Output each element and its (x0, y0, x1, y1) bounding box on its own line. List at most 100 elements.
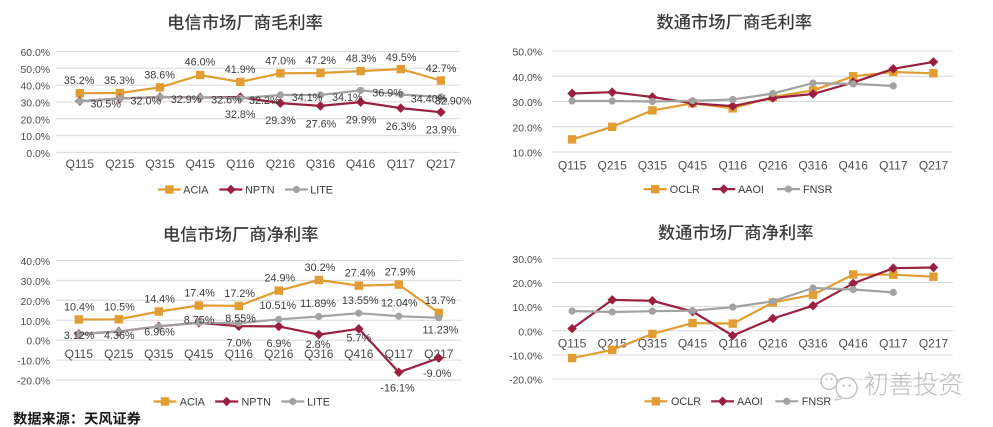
svg-text:Q216: Q216 (264, 347, 294, 361)
svg-text:Q217: Q217 (919, 159, 949, 173)
svg-text:AAOI: AAOI (738, 184, 764, 196)
svg-text:Q415: Q415 (678, 337, 708, 351)
svg-text:Q316: Q316 (306, 157, 336, 171)
svg-text:Q315: Q315 (638, 337, 668, 351)
svg-text:-16.1%: -16.1% (380, 382, 415, 394)
svg-text:47.0%: 47.0% (265, 55, 296, 67)
svg-text:10.0%: 10.0% (513, 303, 542, 314)
svg-text:LITE: LITE (310, 184, 333, 196)
svg-text:20.0%: 20.0% (513, 123, 542, 134)
svg-text:40.0%: 40.0% (513, 73, 542, 84)
svg-text:0.0%: 0.0% (518, 327, 542, 338)
svg-text:10.0%: 10.0% (21, 317, 50, 328)
svg-text:Q315: Q315 (638, 159, 668, 173)
svg-text:Q416: Q416 (344, 347, 374, 361)
svg-text:Q116: Q116 (226, 157, 255, 171)
svg-text:Q316: Q316 (798, 337, 828, 351)
svg-text:Q416: Q416 (346, 157, 376, 171)
svg-text:13.7%: 13.7% (425, 295, 456, 307)
svg-text:Q416: Q416 (839, 337, 869, 351)
svg-text:Q116: Q116 (718, 337, 747, 351)
svg-text:34.1%: 34.1% (332, 92, 363, 104)
svg-text:42.7%: 42.7% (426, 63, 457, 75)
svg-text:-10.0%: -10.0% (509, 352, 542, 363)
svg-text:5.7%: 5.7% (346, 332, 371, 344)
svg-text:Q115: Q115 (65, 347, 94, 361)
svg-text:50.0%: 50.0% (21, 65, 50, 76)
svg-text:OCLR: OCLR (671, 396, 701, 408)
svg-text:34.1%: 34.1% (292, 92, 323, 104)
svg-text:NPTN: NPTN (242, 396, 271, 408)
svg-text:20.0%: 20.0% (513, 279, 542, 290)
svg-text:Q316: Q316 (798, 159, 828, 173)
svg-text:32.6%: 32.6% (211, 94, 242, 106)
svg-text:Q115: Q115 (558, 159, 587, 173)
svg-text:3.12%: 3.12% (64, 330, 95, 342)
svg-text:Q115: Q115 (558, 337, 587, 351)
svg-text:6.96%: 6.96% (144, 327, 175, 339)
svg-text:20.0%: 20.0% (21, 297, 50, 308)
svg-text:30.0%: 30.0% (21, 99, 50, 110)
svg-text:32.0%: 32.0% (130, 95, 161, 107)
svg-text:34.40%: 34.40% (411, 94, 448, 106)
svg-text:Q117: Q117 (385, 347, 414, 361)
svg-text:38.6%: 38.6% (144, 70, 175, 82)
svg-text:8.75%: 8.75% (184, 315, 215, 327)
svg-text:Q215: Q215 (104, 347, 134, 361)
svg-text:Q415: Q415 (184, 347, 214, 361)
svg-text:Q415: Q415 (678, 159, 708, 173)
svg-text:27.4%: 27.4% (345, 268, 376, 280)
svg-text:2.8%: 2.8% (306, 339, 331, 351)
svg-text:29.9%: 29.9% (346, 114, 377, 126)
svg-text:30.0%: 30.0% (513, 255, 542, 266)
svg-text:Q315: Q315 (144, 347, 174, 361)
svg-text:60.0%: 60.0% (21, 48, 50, 59)
svg-text:-20.0%: -20.0% (17, 377, 50, 388)
svg-text:12.04%: 12.04% (381, 297, 418, 309)
svg-text:36.9%: 36.9% (372, 88, 403, 100)
svg-text:Q415: Q415 (186, 157, 216, 171)
svg-text:Q217: Q217 (919, 337, 949, 351)
svg-text:10.5%: 10.5% (104, 301, 135, 313)
svg-text:46.0%: 46.0% (185, 57, 216, 69)
svg-text:Q216: Q216 (758, 337, 788, 351)
svg-text:Q316: Q316 (304, 347, 334, 361)
svg-text:27.9%: 27.9% (385, 267, 416, 279)
svg-text:14.4%: 14.4% (144, 294, 175, 306)
svg-text:10.0%: 10.0% (21, 132, 50, 143)
svg-text:Q117: Q117 (387, 157, 416, 171)
svg-text:10.51%: 10.51% (259, 300, 296, 312)
svg-text:OCLR: OCLR (670, 184, 700, 196)
svg-text:Q116: Q116 (225, 347, 254, 361)
svg-text:40.0%: 40.0% (21, 257, 50, 268)
svg-text:23.9%: 23.9% (426, 124, 457, 136)
svg-text:Q216: Q216 (266, 157, 296, 171)
svg-text:17.4%: 17.4% (184, 288, 215, 300)
svg-text:Q215: Q215 (598, 159, 628, 173)
svg-text:4.36%: 4.36% (104, 330, 135, 342)
svg-text:30.0%: 30.0% (513, 98, 542, 109)
svg-text:Q416: Q416 (839, 159, 869, 173)
svg-text:Q215: Q215 (105, 157, 135, 171)
svg-text:NPTN: NPTN (245, 184, 274, 196)
svg-text:Q116: Q116 (718, 159, 747, 173)
svg-text:30.5%: 30.5% (90, 98, 121, 110)
svg-text:10.4%: 10.4% (64, 302, 95, 314)
svg-text:Q117: Q117 (879, 159, 908, 173)
svg-text:41.9%: 41.9% (225, 64, 256, 76)
svg-text:FNSR: FNSR (802, 396, 832, 408)
svg-text:35.3%: 35.3% (104, 75, 135, 87)
svg-text:-10.0%: -10.0% (17, 357, 50, 368)
svg-text:26.3%: 26.3% (386, 121, 417, 133)
svg-text:29.3%: 29.3% (265, 115, 296, 127)
svg-text:32.8%: 32.8% (225, 109, 256, 121)
svg-text:ACIA: ACIA (183, 184, 209, 196)
svg-text:Q115: Q115 (66, 157, 95, 171)
svg-text:10.0%: 10.0% (513, 149, 542, 160)
svg-text:11.89%: 11.89% (300, 298, 336, 310)
svg-text:Q217: Q217 (426, 157, 456, 171)
svg-text:Q216: Q216 (758, 159, 788, 173)
svg-text:Q315: Q315 (145, 157, 175, 171)
svg-text:20.0%: 20.0% (21, 115, 50, 126)
svg-text:24.9%: 24.9% (264, 273, 295, 285)
